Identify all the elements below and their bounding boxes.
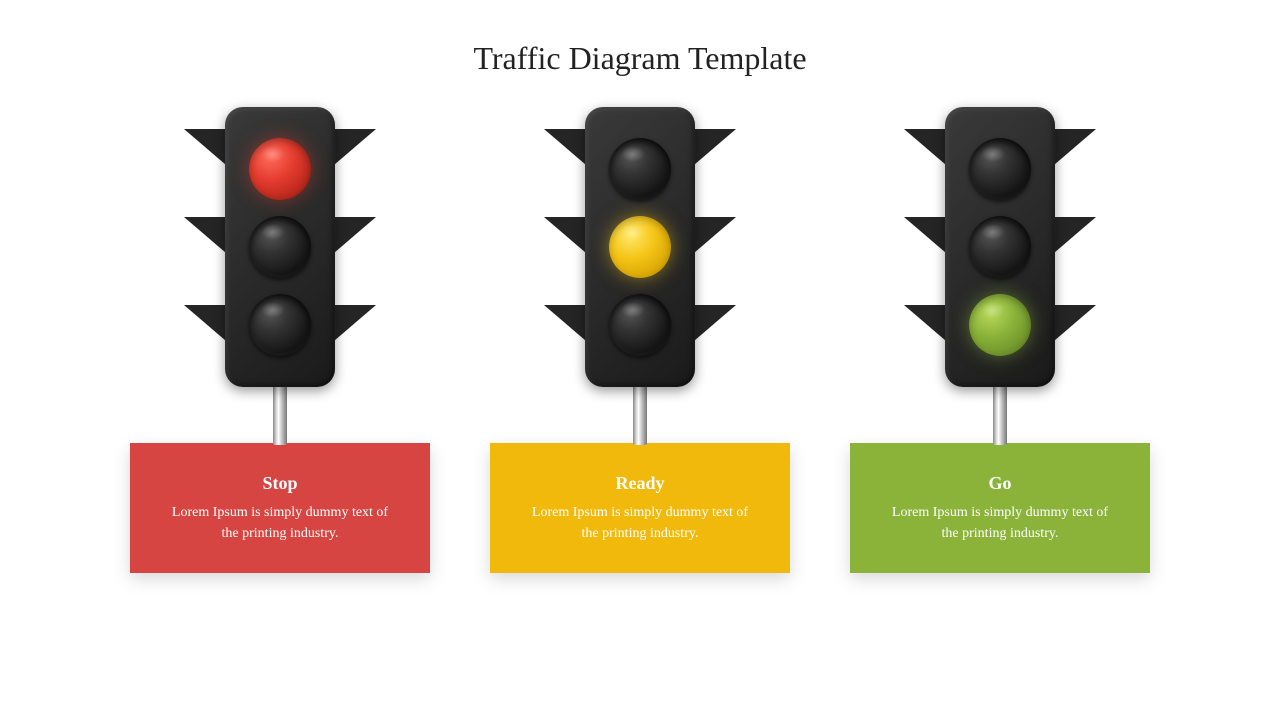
card-title: Stop — [262, 473, 297, 494]
visor — [184, 305, 226, 341]
card-body: Lorem Ipsum is simply dummy text of the … — [890, 502, 1110, 544]
traffic-light-go — [900, 107, 1100, 447]
visor — [334, 217, 376, 253]
visor — [184, 217, 226, 253]
light-housing — [945, 107, 1055, 387]
card-body: Lorem Ipsum is simply dummy text of the … — [170, 502, 390, 544]
visor — [544, 305, 586, 341]
visor — [904, 129, 946, 165]
traffic-light-stop — [180, 107, 380, 447]
pole — [273, 385, 287, 445]
card-ready: Ready Lorem Ipsum is simply dummy text o… — [490, 443, 790, 573]
card-title: Go — [988, 473, 1011, 494]
card-title: Ready — [616, 473, 665, 494]
light-housing — [225, 107, 335, 387]
lens-off — [969, 138, 1031, 200]
visor — [904, 217, 946, 253]
column-stop: Stop Lorem Ipsum is simply dummy text of… — [130, 107, 430, 573]
pole — [633, 385, 647, 445]
lens-off — [609, 138, 671, 200]
visor — [694, 217, 736, 253]
traffic-light-ready — [540, 107, 740, 447]
visor — [904, 305, 946, 341]
visor — [694, 305, 736, 341]
light-housing — [585, 107, 695, 387]
lens-red-lit — [249, 138, 311, 200]
visor — [544, 129, 586, 165]
visor — [1054, 305, 1096, 341]
lens-off — [609, 294, 671, 356]
visor — [184, 129, 226, 165]
column-go: Go Lorem Ipsum is simply dummy text of t… — [850, 107, 1150, 573]
lens-yellow-lit — [609, 216, 671, 278]
visor — [334, 305, 376, 341]
column-ready: Ready Lorem Ipsum is simply dummy text o… — [490, 107, 790, 573]
visor — [334, 129, 376, 165]
lens-off — [249, 294, 311, 356]
visor — [1054, 129, 1096, 165]
card-stop: Stop Lorem Ipsum is simply dummy text of… — [130, 443, 430, 573]
pole — [993, 385, 1007, 445]
traffic-row: Stop Lorem Ipsum is simply dummy text of… — [0, 107, 1280, 573]
page-title: Traffic Diagram Template — [0, 0, 1280, 107]
card-go: Go Lorem Ipsum is simply dummy text of t… — [850, 443, 1150, 573]
lens-off — [249, 216, 311, 278]
visor — [544, 217, 586, 253]
lens-green-lit — [969, 294, 1031, 356]
card-body: Lorem Ipsum is simply dummy text of the … — [530, 502, 750, 544]
lens-off — [969, 216, 1031, 278]
visor — [1054, 217, 1096, 253]
visor — [694, 129, 736, 165]
